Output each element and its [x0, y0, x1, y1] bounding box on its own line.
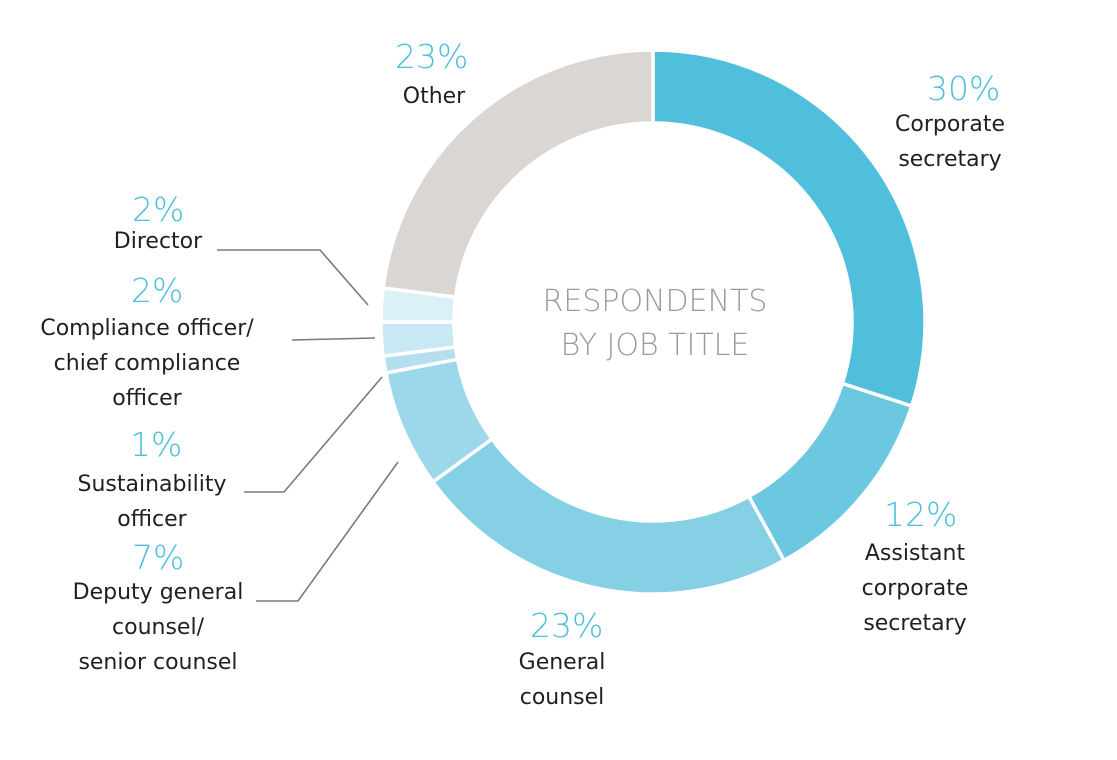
chart-title: RESPONDENTS BY JOB TITLE [542, 284, 768, 363]
slice-7 [381, 48, 655, 300]
slice-label-1: Assistant corporate secretary [861, 541, 969, 636]
slice-value-7: 23% [395, 37, 469, 76]
slice-label-7: Other [402, 84, 466, 109]
slice-label-3: Deputy general counsel/ senior counsel [72, 580, 244, 675]
slice-value-6: 2% [132, 190, 185, 229]
leader-line-4 [244, 376, 383, 493]
slice-label-0: Corporate secretary [895, 112, 1005, 172]
slice-value-1: 12% [884, 495, 958, 534]
slice-label-2: General counsel [518, 650, 606, 710]
slice-label-5: Compliance officer/ chief compliance off… [40, 316, 254, 411]
slice-label-6: Director [113, 229, 203, 254]
slice-value-2: 23% [530, 606, 604, 645]
slice-0 [651, 48, 927, 409]
leader-line-3 [256, 461, 399, 602]
slice-value-0: 30% [927, 69, 1001, 108]
leader-line-5 [291, 337, 376, 341]
slice-label-4: Sustainability officer [77, 472, 227, 532]
slice-value-4: 1% [130, 425, 183, 464]
slice-value-5: 2% [131, 271, 184, 310]
slice-2 [430, 436, 787, 596]
leader-line-6 [217, 249, 369, 306]
slice-value-3: 7% [132, 538, 185, 577]
